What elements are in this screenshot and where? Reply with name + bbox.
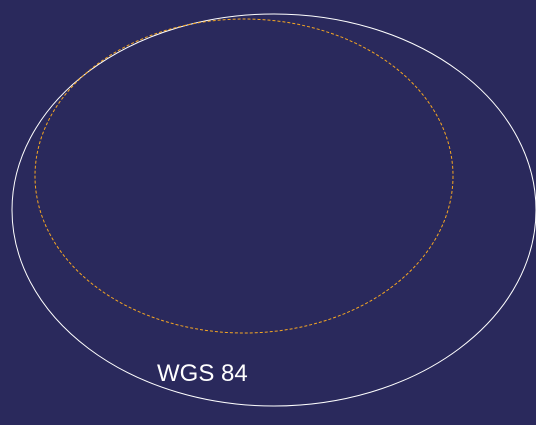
outer-ellipse-label: WGS 84 bbox=[157, 360, 248, 387]
inner-ellipse-dashed bbox=[34, 18, 454, 334]
outer-ellipse-wgs84 bbox=[11, 13, 536, 407]
